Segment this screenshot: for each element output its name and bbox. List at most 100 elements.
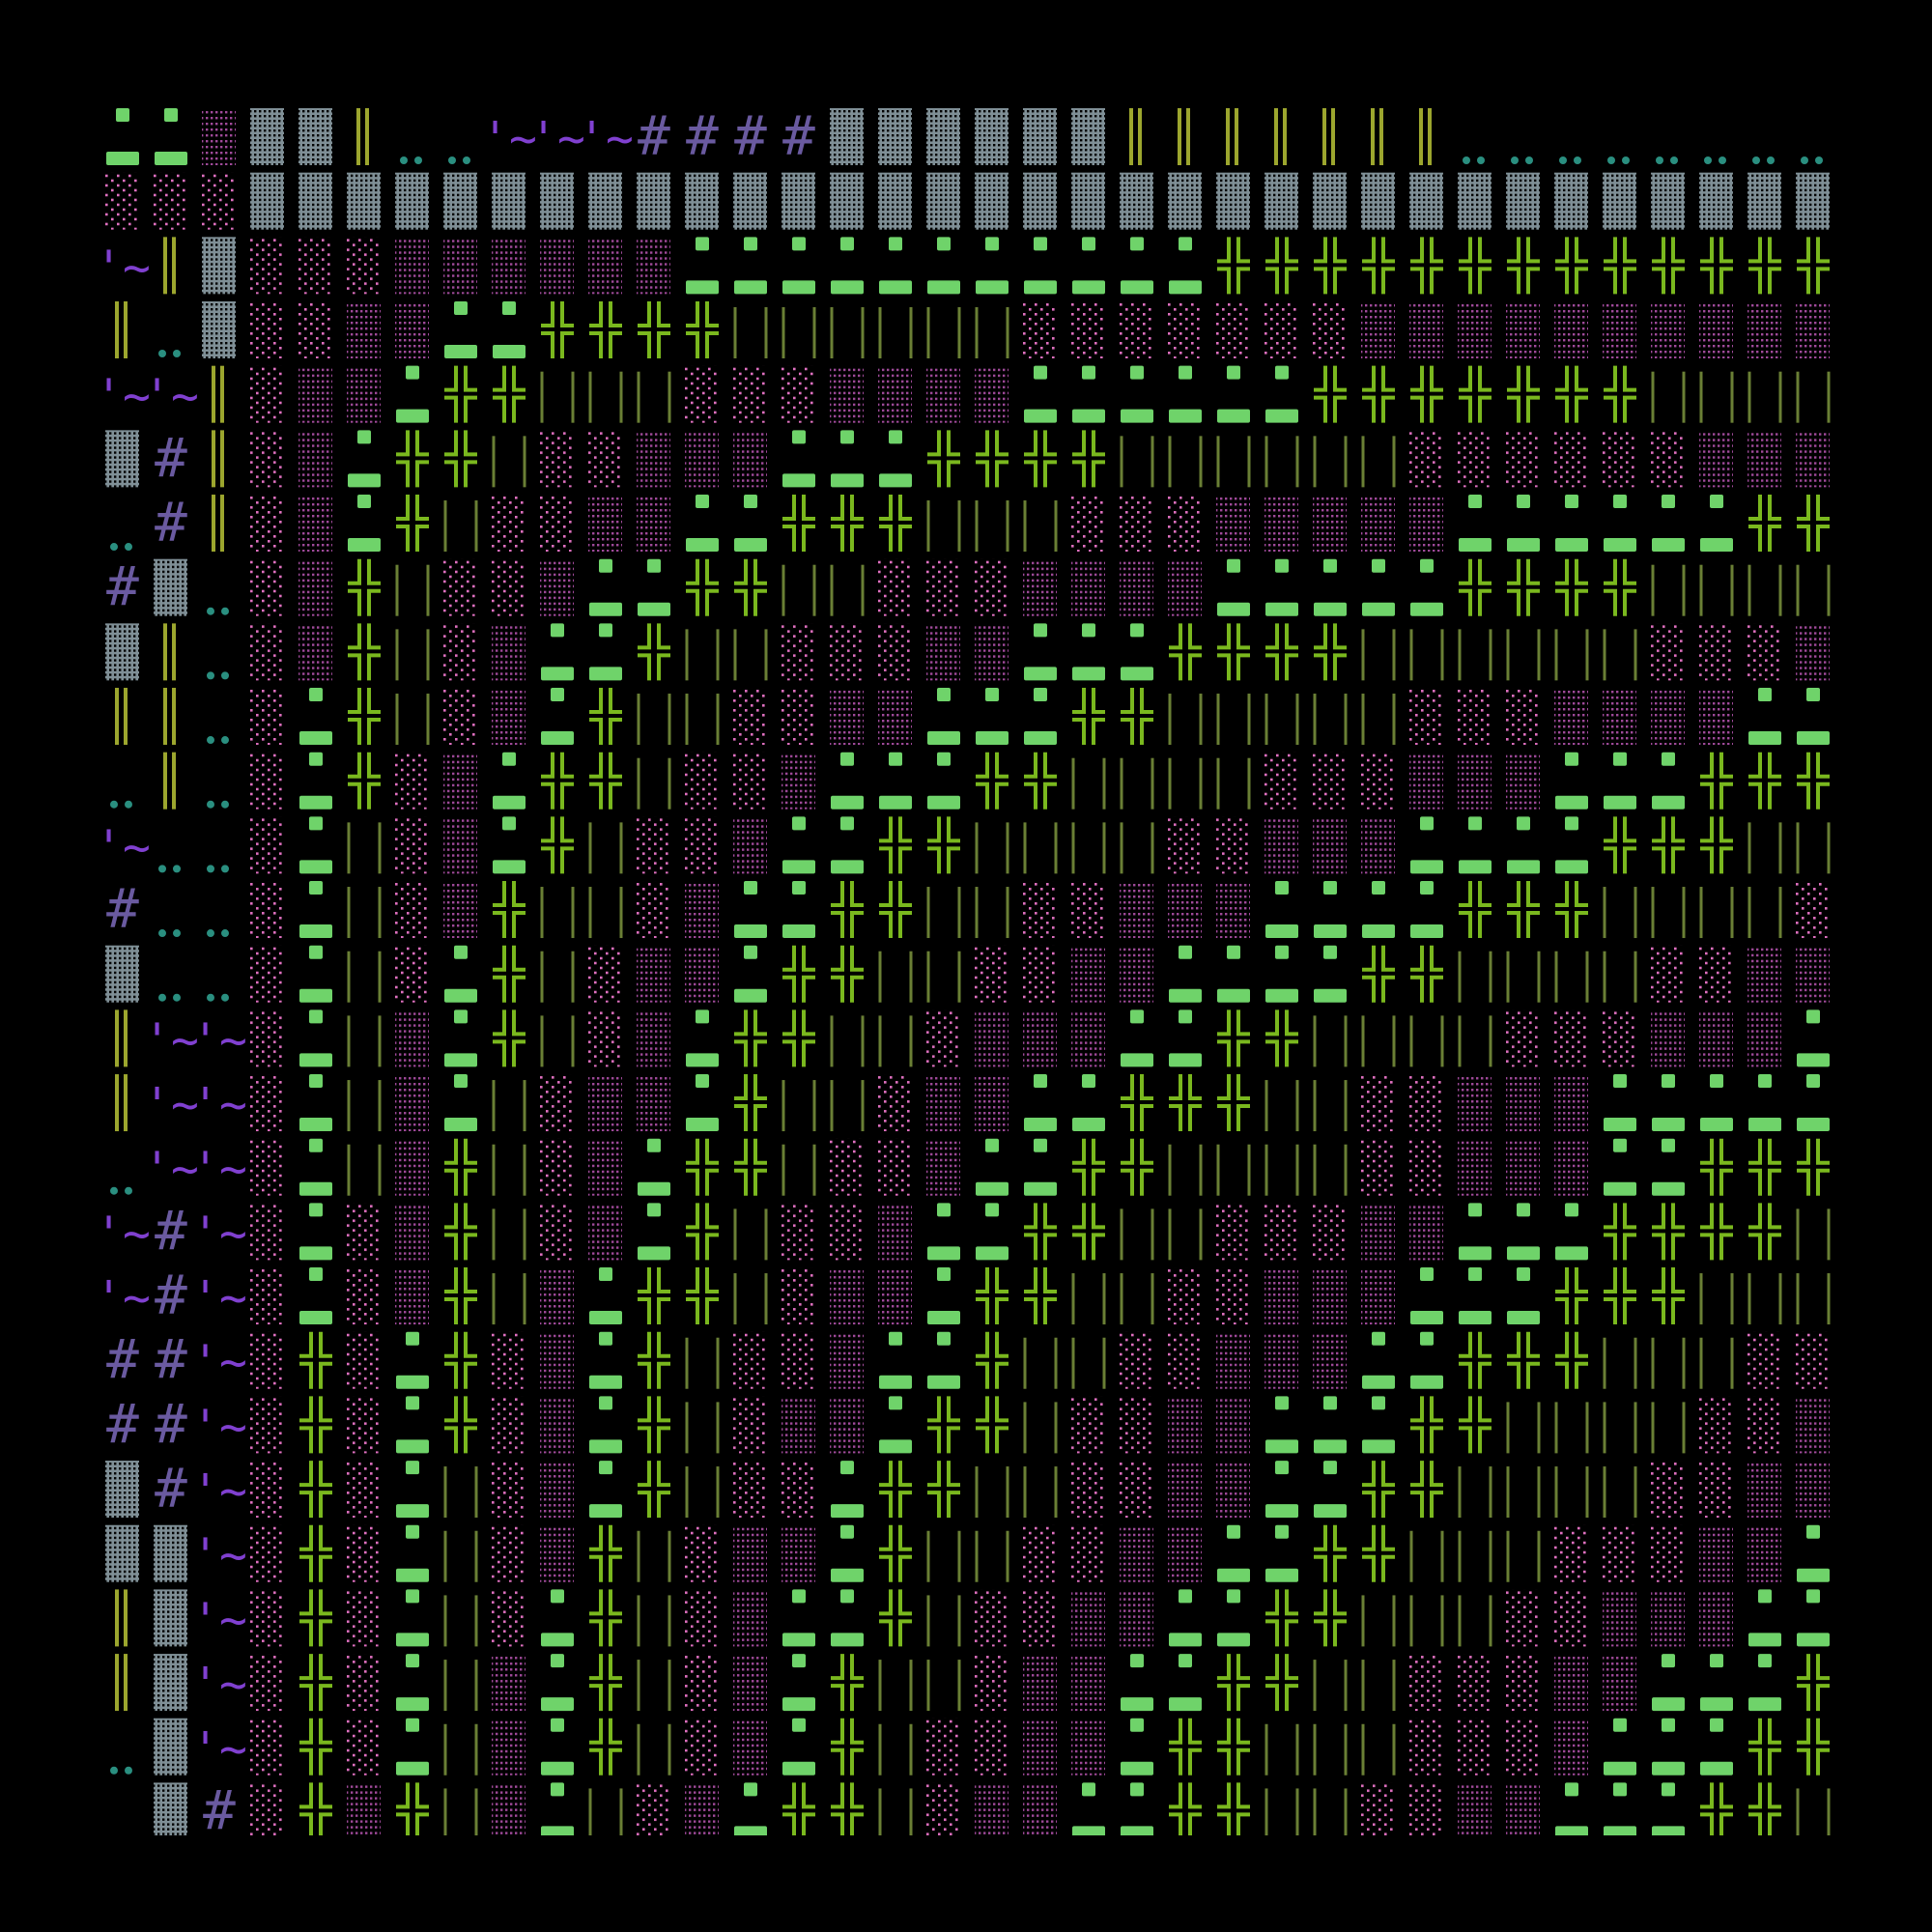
double-cross-glyph <box>299 1654 332 1712</box>
medium-shade-block-glyph <box>637 430 670 488</box>
svg-text:#: # <box>203 1779 236 1842</box>
medium-shade-block-glyph <box>395 301 429 359</box>
medium-shade-block-glyph <box>540 1396 574 1454</box>
thin-vertical-bars-glyph <box>1506 951 1541 1003</box>
light-shade-block-glyph <box>1216 301 1250 359</box>
thin-vertical-bars-glyph <box>1409 629 1444 681</box>
double-cross-glyph <box>1410 945 1443 1003</box>
thin-vertical-bars-glyph <box>1168 757 1203 810</box>
green-quadrant-block-glyph <box>299 1009 332 1067</box>
light-shade-block-glyph <box>1120 495 1153 553</box>
medium-shade-block-glyph <box>1216 495 1250 553</box>
medium-shade-block-glyph <box>1554 688 1588 746</box>
green-quadrant-block-glyph <box>1410 1331 1443 1389</box>
thin-vertical-bars-glyph <box>830 1015 865 1067</box>
light-shade-block-glyph <box>1023 881 1057 939</box>
light-shade-block-glyph <box>347 1654 381 1712</box>
light-shade-block-glyph <box>1409 1718 1443 1776</box>
thin-vertical-bars-glyph <box>1796 371 1831 423</box>
svg-text:'~: '~ <box>191 1722 247 1776</box>
thin-vertical-bars-glyph <box>1796 1788 1831 1835</box>
thin-vertical-bars-glyph <box>347 822 382 874</box>
teal-dots-glyph <box>110 543 132 552</box>
thin-vertical-bars-glyph <box>1071 757 1106 810</box>
green-quadrant-block-glyph <box>927 1331 960 1389</box>
thin-vertical-bars-glyph <box>975 307 1009 359</box>
thin-vertical-bars-glyph <box>733 629 768 681</box>
green-quadrant-block-glyph <box>1555 495 1588 553</box>
green-quadrant-block-glyph <box>879 752 912 810</box>
thin-vertical-bars-glyph <box>492 1080 526 1132</box>
teal-dots-glyph <box>1704 156 1726 164</box>
double-cross-glyph <box>1121 688 1153 746</box>
tilde-quote-glyph: '~ <box>99 820 151 874</box>
green-quadrant-block-glyph <box>1797 1524 1830 1582</box>
medium-shade-block-glyph <box>540 1267 574 1325</box>
medium-shade-block-glyph <box>1264 1267 1298 1325</box>
thin-vertical-bars-glyph <box>685 1466 720 1519</box>
medium-shade-block-glyph <box>1264 816 1298 874</box>
light-shade-block-glyph <box>298 301 332 359</box>
double-vertical-bar-glyph <box>163 623 176 681</box>
green-quadrant-block-glyph <box>1169 945 1202 1003</box>
double-cross-glyph <box>879 1524 912 1582</box>
thin-vertical-bars-glyph <box>1554 1402 1589 1454</box>
light-shade-block-glyph <box>878 1074 912 1132</box>
tilde-quote-glyph: '~ <box>191 1013 247 1067</box>
svg-text:'~: '~ <box>95 241 151 295</box>
svg-text:'~: '~ <box>95 1271 151 1325</box>
light-shade-block-glyph <box>685 816 719 874</box>
green-quadrant-block-glyph <box>589 1267 622 1325</box>
thin-vertical-bars-glyph <box>1651 371 1686 423</box>
green-quadrant-block-glyph <box>1265 881 1298 939</box>
thin-vertical-bars-glyph <box>975 822 1009 874</box>
thin-vertical-bars-glyph <box>1168 694 1203 746</box>
thin-vertical-bars-glyph <box>1747 822 1782 874</box>
double-cross-glyph <box>1555 558 1588 616</box>
double-cross-glyph <box>1362 1461 1395 1519</box>
thin-vertical-bars-glyph <box>926 307 961 359</box>
double-cross-glyph <box>1410 237 1443 295</box>
medium-shade-block-glyph <box>1120 1524 1153 1582</box>
green-quadrant-block-glyph <box>1217 945 1250 1003</box>
thin-vertical-bars-glyph <box>637 1723 671 1776</box>
medium-shade-block-glyph <box>1458 1138 1492 1196</box>
thin-vertical-bars-glyph <box>637 694 671 746</box>
double-cross-glyph <box>831 1654 864 1712</box>
green-quadrant-block-glyph <box>1797 1009 1830 1067</box>
medium-shade-block-glyph <box>202 108 236 165</box>
light-shade-block-glyph <box>1506 1589 1540 1647</box>
medium-shade-block-glyph <box>1216 1331 1250 1389</box>
thin-vertical-bars-glyph <box>492 1208 526 1261</box>
hash-glyph: # <box>106 1329 139 1392</box>
double-cross-glyph <box>1169 623 1202 681</box>
double-cross-glyph <box>1121 1138 1153 1196</box>
light-shade-block-glyph <box>492 1589 526 1647</box>
double-cross-glyph <box>444 1396 477 1454</box>
light-shade-block-glyph <box>733 1461 767 1519</box>
green-quadrant-block-glyph <box>879 1331 912 1389</box>
dark-shade-block-glyph <box>1554 172 1588 230</box>
thin-vertical-bars-glyph <box>492 1273 526 1325</box>
double-cross-glyph <box>1797 752 1830 810</box>
green-quadrant-block-glyph <box>1169 237 1202 295</box>
double-cross-glyph <box>879 816 912 874</box>
teal-dots-glyph <box>110 1186 132 1195</box>
light-shade-block-glyph <box>1216 1267 1250 1325</box>
medium-shade-block-glyph <box>1603 688 1636 746</box>
medium-shade-block-glyph <box>395 1267 429 1325</box>
light-shade-block-glyph <box>1120 301 1153 359</box>
dark-shade-block-glyph <box>1409 172 1443 230</box>
hash-glyph: # <box>203 1779 236 1842</box>
thin-vertical-bars-glyph <box>1796 1208 1831 1261</box>
light-shade-block-glyph <box>830 623 864 681</box>
double-cross-glyph <box>1459 1396 1492 1454</box>
double-cross-glyph <box>1362 365 1395 423</box>
double-cross-glyph <box>541 752 574 810</box>
medium-shade-block-glyph <box>733 1718 767 1776</box>
medium-shade-block-glyph <box>1071 1589 1105 1647</box>
medium-shade-block-glyph <box>540 558 574 616</box>
thin-vertical-bars-glyph <box>443 1466 478 1519</box>
light-shade-block-glyph <box>1506 1718 1540 1776</box>
light-shade-block-glyph <box>250 688 284 746</box>
